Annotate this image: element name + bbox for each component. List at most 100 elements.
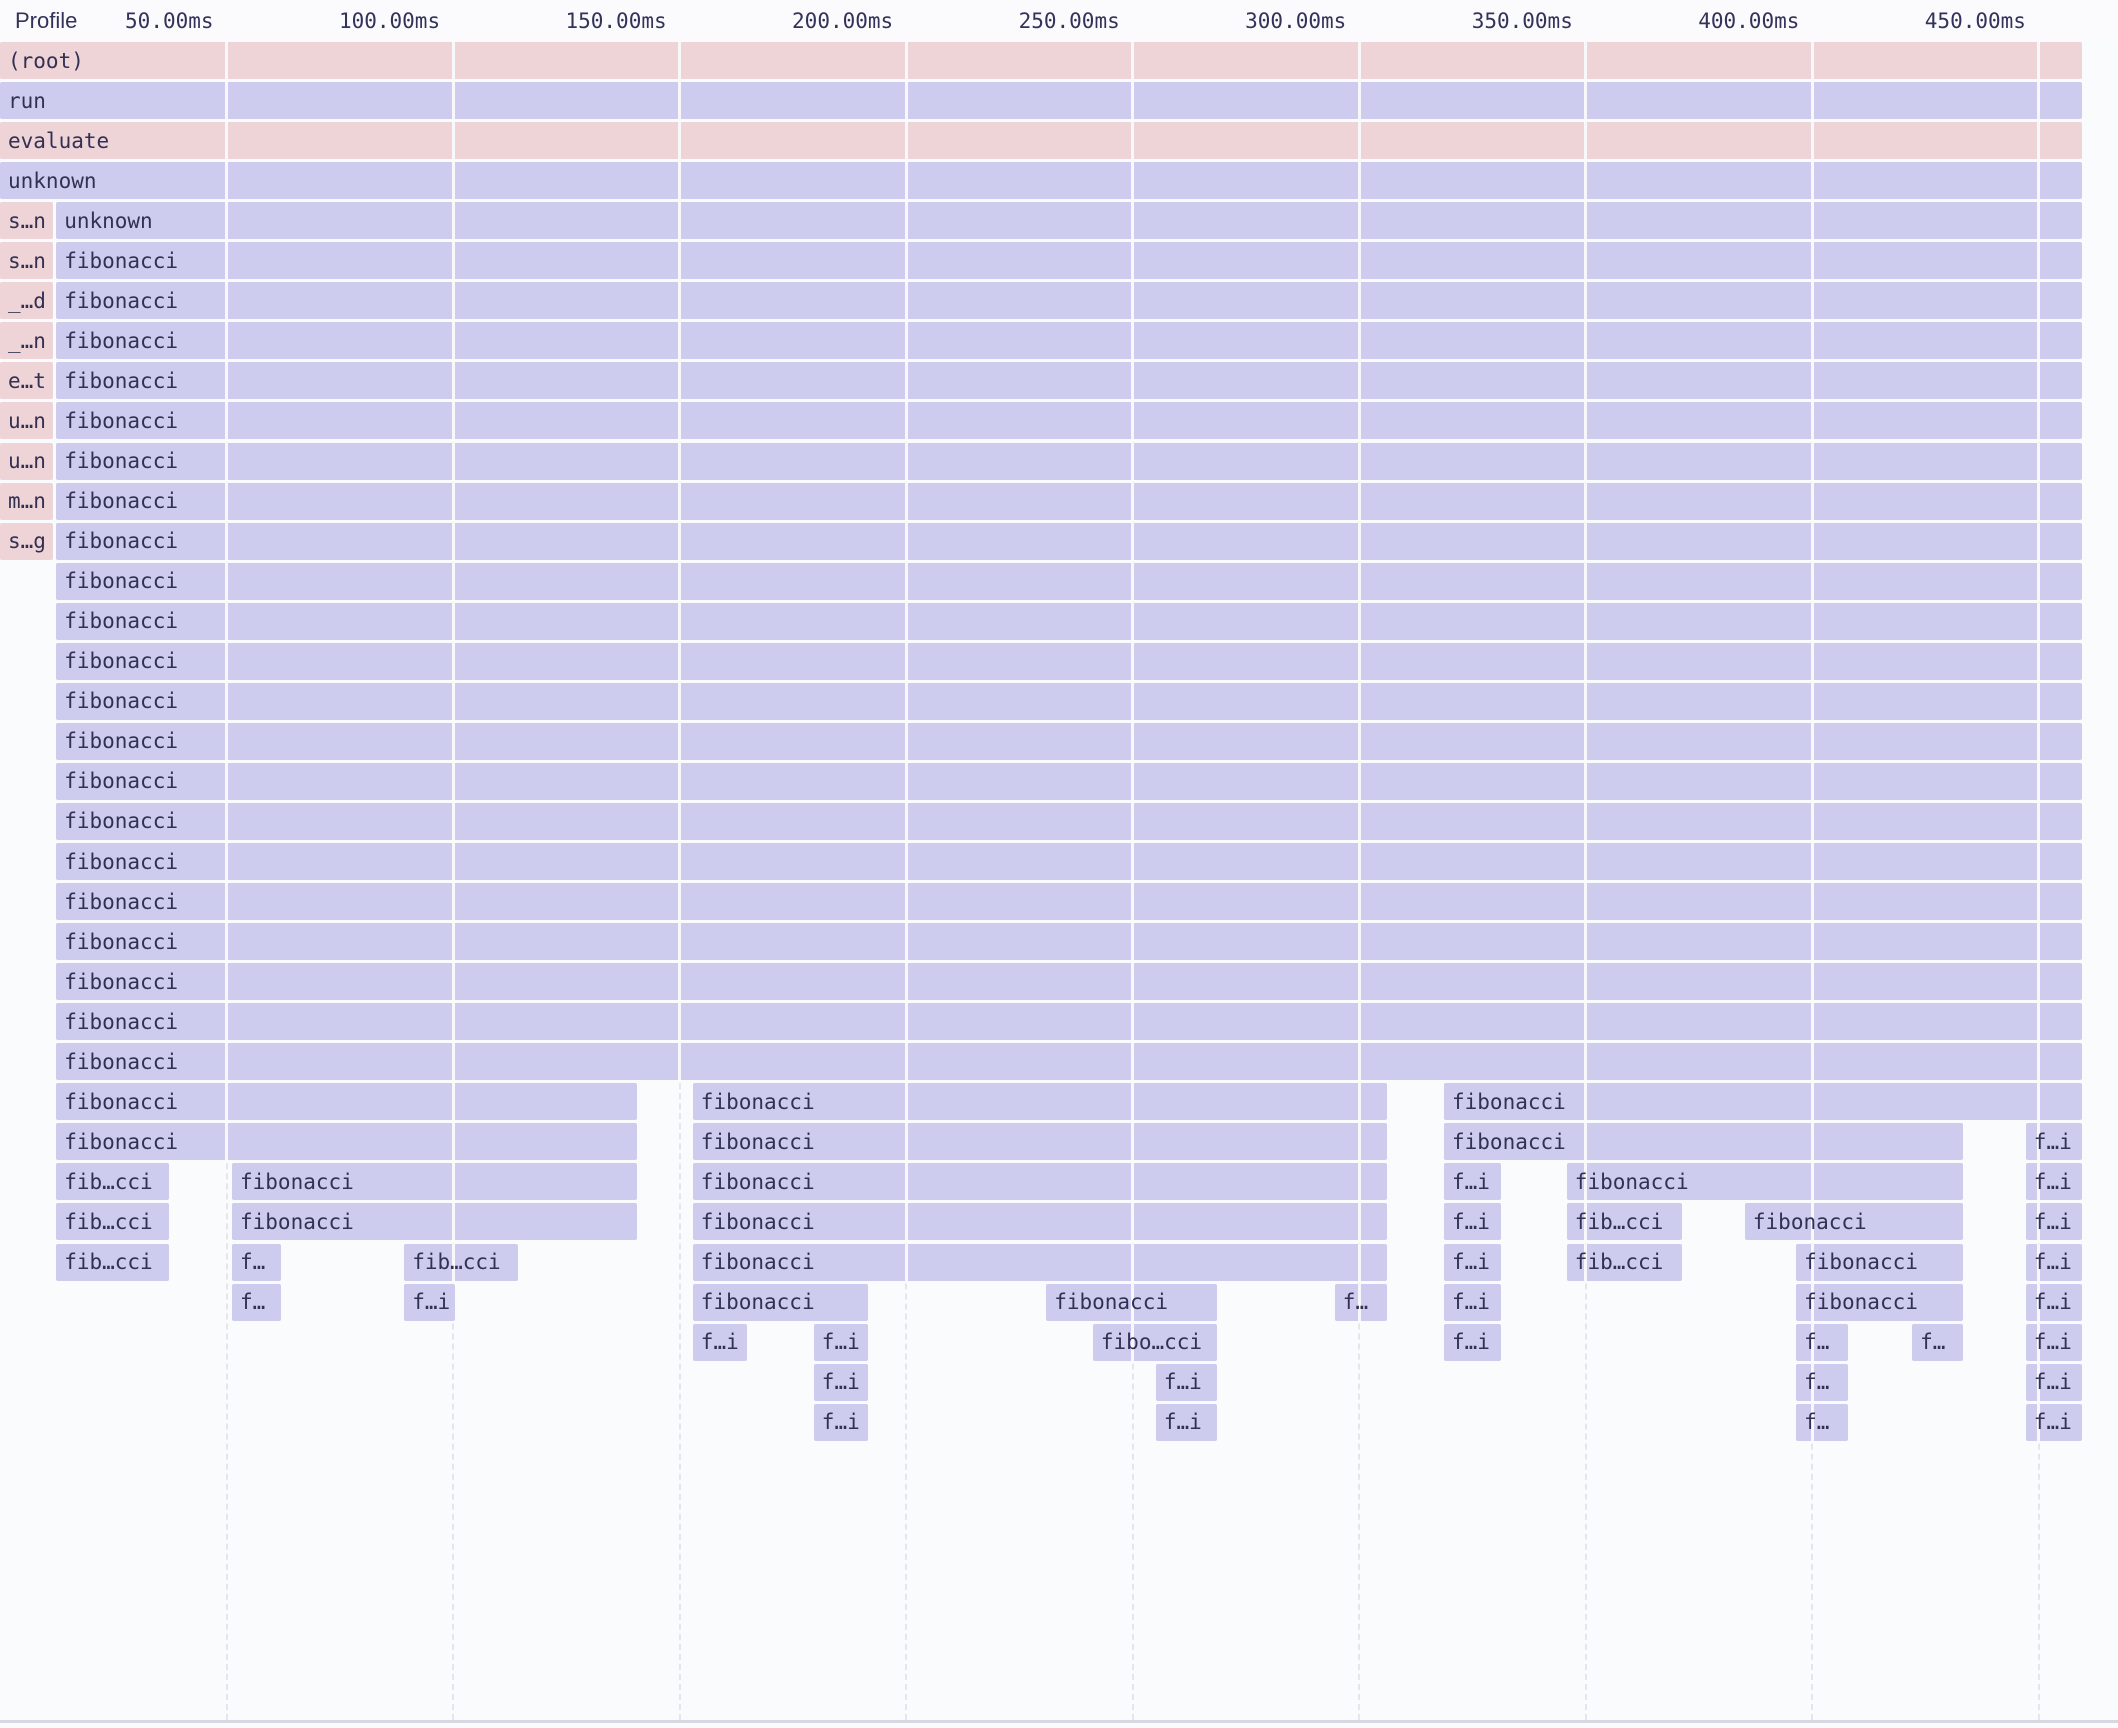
flame-node[interactable]: f…	[1796, 1363, 1849, 1401]
flame-node[interactable]: f…i	[1444, 1203, 1502, 1241]
flame-node[interactable]: run	[0, 82, 2082, 119]
flame-node[interactable]: fibonacci	[1566, 1163, 1963, 1201]
flame-node[interactable]: fibonacci	[56, 522, 2082, 560]
flame-node-label: fibonacci	[700, 1169, 815, 1194]
flame-node[interactable]: s…g	[0, 522, 53, 560]
flame-node[interactable]: u…n	[0, 442, 53, 480]
flame-node[interactable]: f…	[232, 1283, 281, 1321]
flame-node[interactable]: f…i	[2025, 1363, 2082, 1401]
gridline-overlay	[678, 963, 682, 1001]
flame-node[interactable]: fibonacci	[56, 1123, 638, 1161]
flame-node[interactable]: fibonacci	[1796, 1243, 1963, 1281]
flame-node[interactable]: fibo…cci	[1092, 1323, 1217, 1361]
flame-node[interactable]: f…	[1334, 1283, 1387, 1321]
flame-node[interactable]: f…i	[813, 1363, 869, 1401]
flame-node[interactable]: fibonacci	[56, 923, 2082, 961]
flame-node[interactable]: fibonacci	[56, 1083, 638, 1121]
flame-node[interactable]: (root)	[0, 42, 2082, 79]
flame-node[interactable]: fib…cci	[404, 1243, 518, 1281]
flame-node[interactable]: f…	[1912, 1323, 1963, 1361]
flame-node[interactable]: fibonacci	[1796, 1283, 1963, 1321]
flame-node[interactable]: f…i	[2025, 1403, 2082, 1441]
flame-node-label: fibonacci	[64, 1009, 178, 1034]
flame-node[interactable]: fibonacci	[232, 1203, 638, 1241]
flame-node[interactable]: fibonacci	[56, 242, 2082, 280]
flame-node[interactable]: f…i	[2025, 1203, 2082, 1241]
flame-node-label: fibonacci	[64, 449, 178, 473]
flame-node[interactable]: _…n	[0, 322, 53, 360]
flame-node[interactable]: unknown	[0, 162, 2082, 200]
flame-node[interactable]: fibonacci	[692, 1243, 1387, 1281]
flame-node[interactable]: f…i	[2025, 1243, 2082, 1281]
flame-node[interactable]: fibonacci	[1444, 1123, 1963, 1161]
flame-node[interactable]: fibonacci	[56, 602, 2082, 640]
flame-node[interactable]: e…t	[0, 362, 53, 400]
flame-node[interactable]: fibonacci	[56, 802, 2082, 840]
flame-node[interactable]: fibonacci	[56, 762, 2082, 800]
flame-node[interactable]: f…i	[2025, 1323, 2082, 1361]
flame-node[interactable]: fibonacci	[56, 642, 2082, 680]
flame-node[interactable]: fibonacci	[56, 883, 2082, 920]
flame-node[interactable]: fibonacci	[56, 362, 2082, 400]
flame-node[interactable]: f…i	[692, 1323, 748, 1361]
flame-node[interactable]: f…i	[813, 1323, 869, 1361]
gridline-overlay	[451, 1203, 455, 1241]
flame-node[interactable]: fibonacci	[56, 963, 2082, 1001]
flame-node[interactable]: _…d	[0, 282, 53, 320]
flame-node-label: f…i	[2033, 1330, 2072, 1355]
flame-node-label: fibonacci	[700, 1290, 815, 1314]
flame-node[interactable]: f…	[1796, 1403, 1849, 1441]
flame-node[interactable]: fib…cci	[1566, 1203, 1682, 1241]
flame-node[interactable]: f…i	[1444, 1163, 1502, 1201]
flame-node[interactable]: f…	[232, 1243, 281, 1281]
flame-node[interactable]: fibonacci	[692, 1163, 1387, 1201]
flame-node[interactable]: u…n	[0, 402, 53, 440]
gridline-overlay	[1357, 362, 1361, 400]
gridline-overlay	[1810, 963, 1814, 1001]
flame-node[interactable]: fibonacci	[692, 1203, 1387, 1241]
flame-node[interactable]: f…i	[813, 1403, 869, 1441]
flame-node[interactable]: fibonacci	[56, 442, 2082, 480]
flame-node[interactable]: fibonacci	[56, 843, 2082, 880]
flame-node[interactable]: f…i	[1444, 1323, 1502, 1361]
flame-node[interactable]: f…i	[404, 1283, 455, 1321]
flame-node[interactable]: fibonacci	[56, 482, 2082, 520]
flame-node[interactable]: f…i	[1155, 1403, 1218, 1441]
flame-node[interactable]: fib…cci	[56, 1243, 169, 1281]
flame-node[interactable]: fibonacci	[56, 562, 2082, 600]
flame-node[interactable]: f…i	[1444, 1283, 1502, 1321]
flame-node[interactable]: fibonacci	[56, 682, 2082, 720]
flame-node[interactable]: fibonacci	[692, 1123, 1387, 1161]
flame-node[interactable]: fib…cci	[1566, 1243, 1682, 1281]
flame-node[interactable]: fibonacci	[56, 282, 2082, 320]
flame-node[interactable]: fibonacci	[56, 322, 2082, 360]
flame-node[interactable]: s…n	[0, 202, 53, 240]
flame-node[interactable]: fibonacci	[1444, 1083, 2082, 1121]
flame-node[interactable]: f…i	[2025, 1123, 2082, 1161]
flame-node[interactable]: fibonacci	[692, 1083, 1387, 1121]
flame-node[interactable]: s…n	[0, 242, 53, 280]
flame-node[interactable]: fibonacci	[692, 1283, 869, 1321]
time-gridline	[1584, 42, 1587, 1720]
flame-node[interactable]: fibonacci	[1744, 1203, 1963, 1241]
flame-node[interactable]: f…i	[2025, 1163, 2082, 1201]
flame-node[interactable]: fib…cci	[56, 1163, 169, 1201]
flame-node[interactable]: fibonacci	[56, 402, 2082, 440]
flame-node[interactable]: unknown	[56, 202, 2082, 240]
flame-node[interactable]: fibonacci	[56, 1043, 2082, 1081]
flame-node[interactable]: fib…cci	[56, 1203, 169, 1241]
flame-node[interactable]: fibonacci	[232, 1163, 638, 1201]
flame-node[interactable]: f…	[1796, 1323, 1849, 1361]
flame-node[interactable]: f…i	[2025, 1283, 2082, 1321]
flame-node[interactable]: evaluate	[0, 122, 2082, 160]
flame-node[interactable]: fibonacci	[56, 1003, 2082, 1041]
gridline-overlay	[1584, 522, 1588, 560]
flame-node[interactable]: fibonacci	[1046, 1283, 1217, 1321]
flame-node[interactable]: f…i	[1444, 1243, 1502, 1281]
gridline-overlay	[1584, 963, 1588, 1001]
flame-node[interactable]: fibonacci	[56, 722, 2082, 760]
flame-node[interactable]: m…n	[0, 482, 53, 520]
flame-node[interactable]: f…i	[1155, 1363, 1218, 1401]
gridline-overlay	[2037, 82, 2041, 119]
